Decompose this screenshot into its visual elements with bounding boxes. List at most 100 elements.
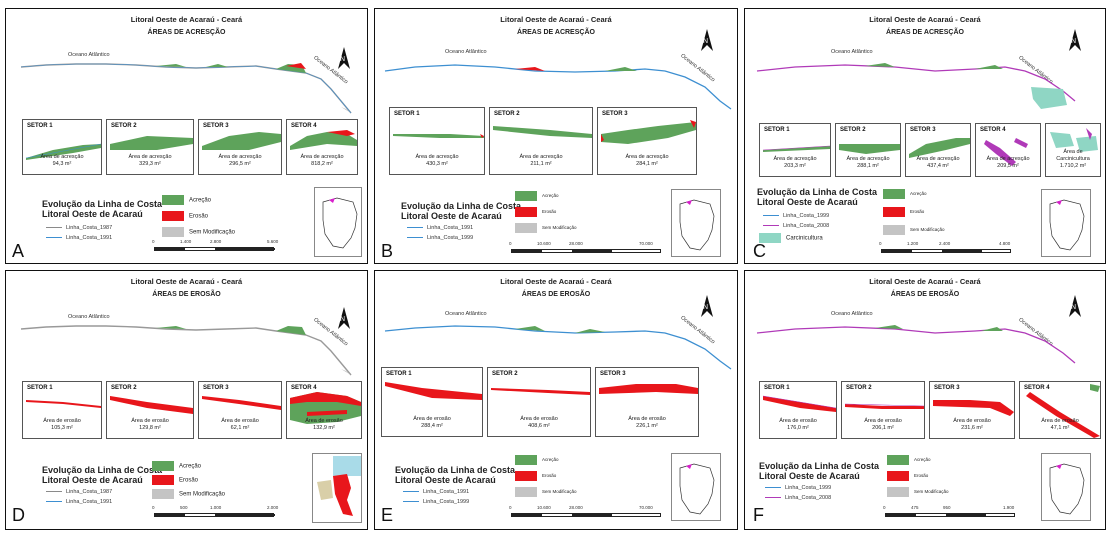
- sector-inset-1[interactable]: SETOR 1 Área de acresção 430,3 m²: [389, 107, 485, 175]
- legend-carcinicultura: Carcinicultura: [759, 233, 823, 243]
- sector-inset-1[interactable]: SETOR 1 Área de erosão 176,0 m²: [759, 381, 837, 439]
- area-caption: Área de erosão: [131, 418, 169, 424]
- legend-title: Evolução da Linha de Costa Litoral Oeste …: [401, 201, 522, 221]
- area-value: 818,2 m²: [311, 161, 333, 167]
- coastline-map: [384, 325, 732, 370]
- map-title: Litoral Oeste de Acaraú - Ceará: [130, 15, 243, 24]
- locator-minimap: [671, 189, 721, 257]
- sector-inset-2[interactable]: SETOR 2 Área de erosão 129,8 m²: [106, 381, 194, 439]
- sector-label: SETOR 2: [111, 123, 137, 129]
- sector-inset-1[interactable]: SETOR 1 Área de erosão 105,3 m²: [22, 381, 102, 439]
- legend-line-1: Linha_Costa_1991: [403, 489, 469, 495]
- legend-line-1: Linha_Costa_1999: [763, 213, 829, 219]
- sector-label: SETOR 3: [910, 127, 936, 133]
- panel-e: Litoral Oeste de Acaraú - Ceará ÁREAS DE…: [374, 270, 738, 530]
- area-caption: Área de erosão: [305, 418, 343, 424]
- sector-label: SETOR 2: [111, 385, 137, 391]
- area-value: 288,1 m²: [857, 163, 879, 169]
- area-value: 211,1 m²: [530, 161, 552, 167]
- scale-bar: [885, 513, 1015, 517]
- sector-inset-3[interactable]: SETOR 3 Área de acresção 437,4 m²: [905, 123, 971, 177]
- map-subtitle: ÁREAS DE EROSÃO: [521, 291, 591, 298]
- area-value: 231,6 m²: [961, 425, 983, 431]
- sector-inset-3[interactable]: SETOR 3 Área de acresção 296,5 m²: [198, 119, 282, 175]
- coastline-map: [756, 325, 1076, 364]
- sector-inset-4[interactable]: SETOR 4 Área de erosão 47,1 m²: [1019, 381, 1101, 439]
- scale-bar: [511, 249, 661, 253]
- scale-bar: [154, 513, 275, 517]
- area-value: 129,8 m²: [139, 425, 161, 431]
- area-caption: Área de acresção: [846, 156, 890, 162]
- sector-inset-4[interactable]: SETOR 4 Área de erosão 132,9 m²: [286, 381, 362, 439]
- legend-sem-mod: Sem Modificação: [515, 487, 577, 497]
- legend-acrescao: Acreção: [883, 189, 927, 199]
- area-caption: Área de acresção: [625, 154, 669, 160]
- map-subtitle: ÁREAS DE ACRESÇÃO: [517, 29, 595, 36]
- svg-text:N: N: [703, 38, 708, 45]
- area-caption: Área de erosão: [628, 416, 666, 422]
- sector-inset-3[interactable]: SETOR 3 Área de erosão 231,6 m²: [929, 381, 1015, 439]
- sector-inset-2[interactable]: SETOR 2 Área de erosão 206,1 m²: [841, 381, 925, 439]
- legend-acrescao: Acreção: [515, 191, 559, 201]
- legend-line-2: Linha_Costa_2008: [763, 223, 829, 229]
- area-caption: Área de erosão: [43, 418, 81, 424]
- sector-label: SETOR 3: [600, 371, 626, 377]
- area-value: 284,1 m²: [636, 161, 658, 167]
- panel-d: Litoral Oeste de Acaraú - Ceará ÁREAS DE…: [5, 270, 368, 530]
- sector-inset-3[interactable]: SETOR 3 Área de erosão 226,1 m²: [595, 367, 699, 437]
- area-value: 288,4 m²: [421, 423, 443, 429]
- area-value: 209,5 m²: [997, 163, 1019, 169]
- sector-inset-1[interactable]: SETOR 1 Área de acresção 94,3 m²: [22, 119, 102, 175]
- north-arrow-icon: N: [1069, 295, 1081, 317]
- legend-erosao: Erosão: [152, 475, 198, 485]
- legend-line-2: Linha_Costa_2008: [765, 495, 831, 501]
- legend-erosao: Erosão: [515, 471, 556, 481]
- sector-inset-4[interactable]: SETOR 4 Área de acresção 818,2 m²: [286, 119, 358, 175]
- area-caption: Área de acresção: [40, 154, 84, 160]
- area-value: 296,5 m²: [229, 161, 251, 167]
- north-arrow-icon: N: [338, 47, 350, 69]
- ocean-label: Oceano Atlântico: [831, 49, 873, 55]
- area-value: 430,3 m²: [426, 161, 448, 167]
- sector-inset-carcinicultura[interactable]: Área de Carcinicultura 1.710,2 m²: [1045, 123, 1101, 177]
- sector-inset-2[interactable]: SETOR 2 Área de erosão 408,6 m²: [487, 367, 591, 437]
- panel-letter: A: [12, 241, 25, 261]
- legend-acrescao: Acreção: [152, 461, 201, 471]
- area-caption: Área de Carcinicultura: [1056, 149, 1090, 162]
- map-title: Litoral Oeste de Acaraú - Ceará: [869, 277, 981, 286]
- ocean-label: Oceano Atlântico: [68, 314, 110, 320]
- area-caption: Área de erosão: [1041, 418, 1079, 424]
- scale-bar: [511, 513, 661, 517]
- sector-inset-3[interactable]: SETOR 3 Área de erosão 62,1 m²: [198, 381, 282, 439]
- sector-label: SETOR 1: [27, 123, 53, 129]
- map-subtitle: ÁREAS DE EROSÃO: [152, 291, 221, 298]
- map-title: Litoral Oeste de Acaraú - Ceará: [869, 15, 981, 24]
- sector-inset-3[interactable]: SETOR 3 Área de acresção 284,1 m²: [597, 107, 697, 175]
- area-caption: Área de erosão: [520, 416, 558, 422]
- sector-label: SETOR 1: [386, 371, 412, 377]
- sector-inset-2[interactable]: SETOR 2 Área de acresção 329,3 m²: [106, 119, 194, 175]
- sector-inset-1[interactable]: SETOR 1 Área de acresção 203,3 m²: [759, 123, 831, 177]
- sector-inset-2[interactable]: SETOR 2 Área de acresção 288,1 m²: [835, 123, 901, 177]
- north-arrow-icon: N: [701, 295, 713, 317]
- area-value: 94,3 m²: [52, 161, 72, 167]
- sector-label: SETOR 3: [602, 111, 628, 117]
- sector-inset-4[interactable]: SETOR 4 Área de acresção 209,5 m²: [975, 123, 1041, 177]
- locator-minimap: [312, 453, 362, 523]
- sector-inset-1[interactable]: SETOR 1 Área de erosão 288,4 m²: [381, 367, 483, 437]
- legend-sem-mod: Sem Modificação: [152, 489, 225, 499]
- svg-text:N: N: [340, 316, 345, 323]
- area-caption: Área de erosão: [953, 418, 991, 424]
- area-caption: Área de acresção: [300, 154, 344, 160]
- sector-label: SETOR 3: [934, 385, 960, 391]
- legend-line-2: Linha_Costa_1999: [403, 499, 469, 505]
- coastline-map: [384, 64, 732, 110]
- panel-letter: E: [381, 505, 394, 525]
- locator-minimap: [314, 187, 362, 257]
- legend-acrescao: Acreção: [515, 455, 559, 465]
- legend-line-1: Linha_Costa_1991: [407, 225, 473, 231]
- sector-label: SETOR 2: [846, 385, 872, 391]
- north-arrow-icon: N: [701, 29, 713, 51]
- sector-inset-2[interactable]: SETOR 2 Área de acresção 211,1 m²: [489, 107, 593, 175]
- area-caption: Área de acresção: [519, 154, 563, 160]
